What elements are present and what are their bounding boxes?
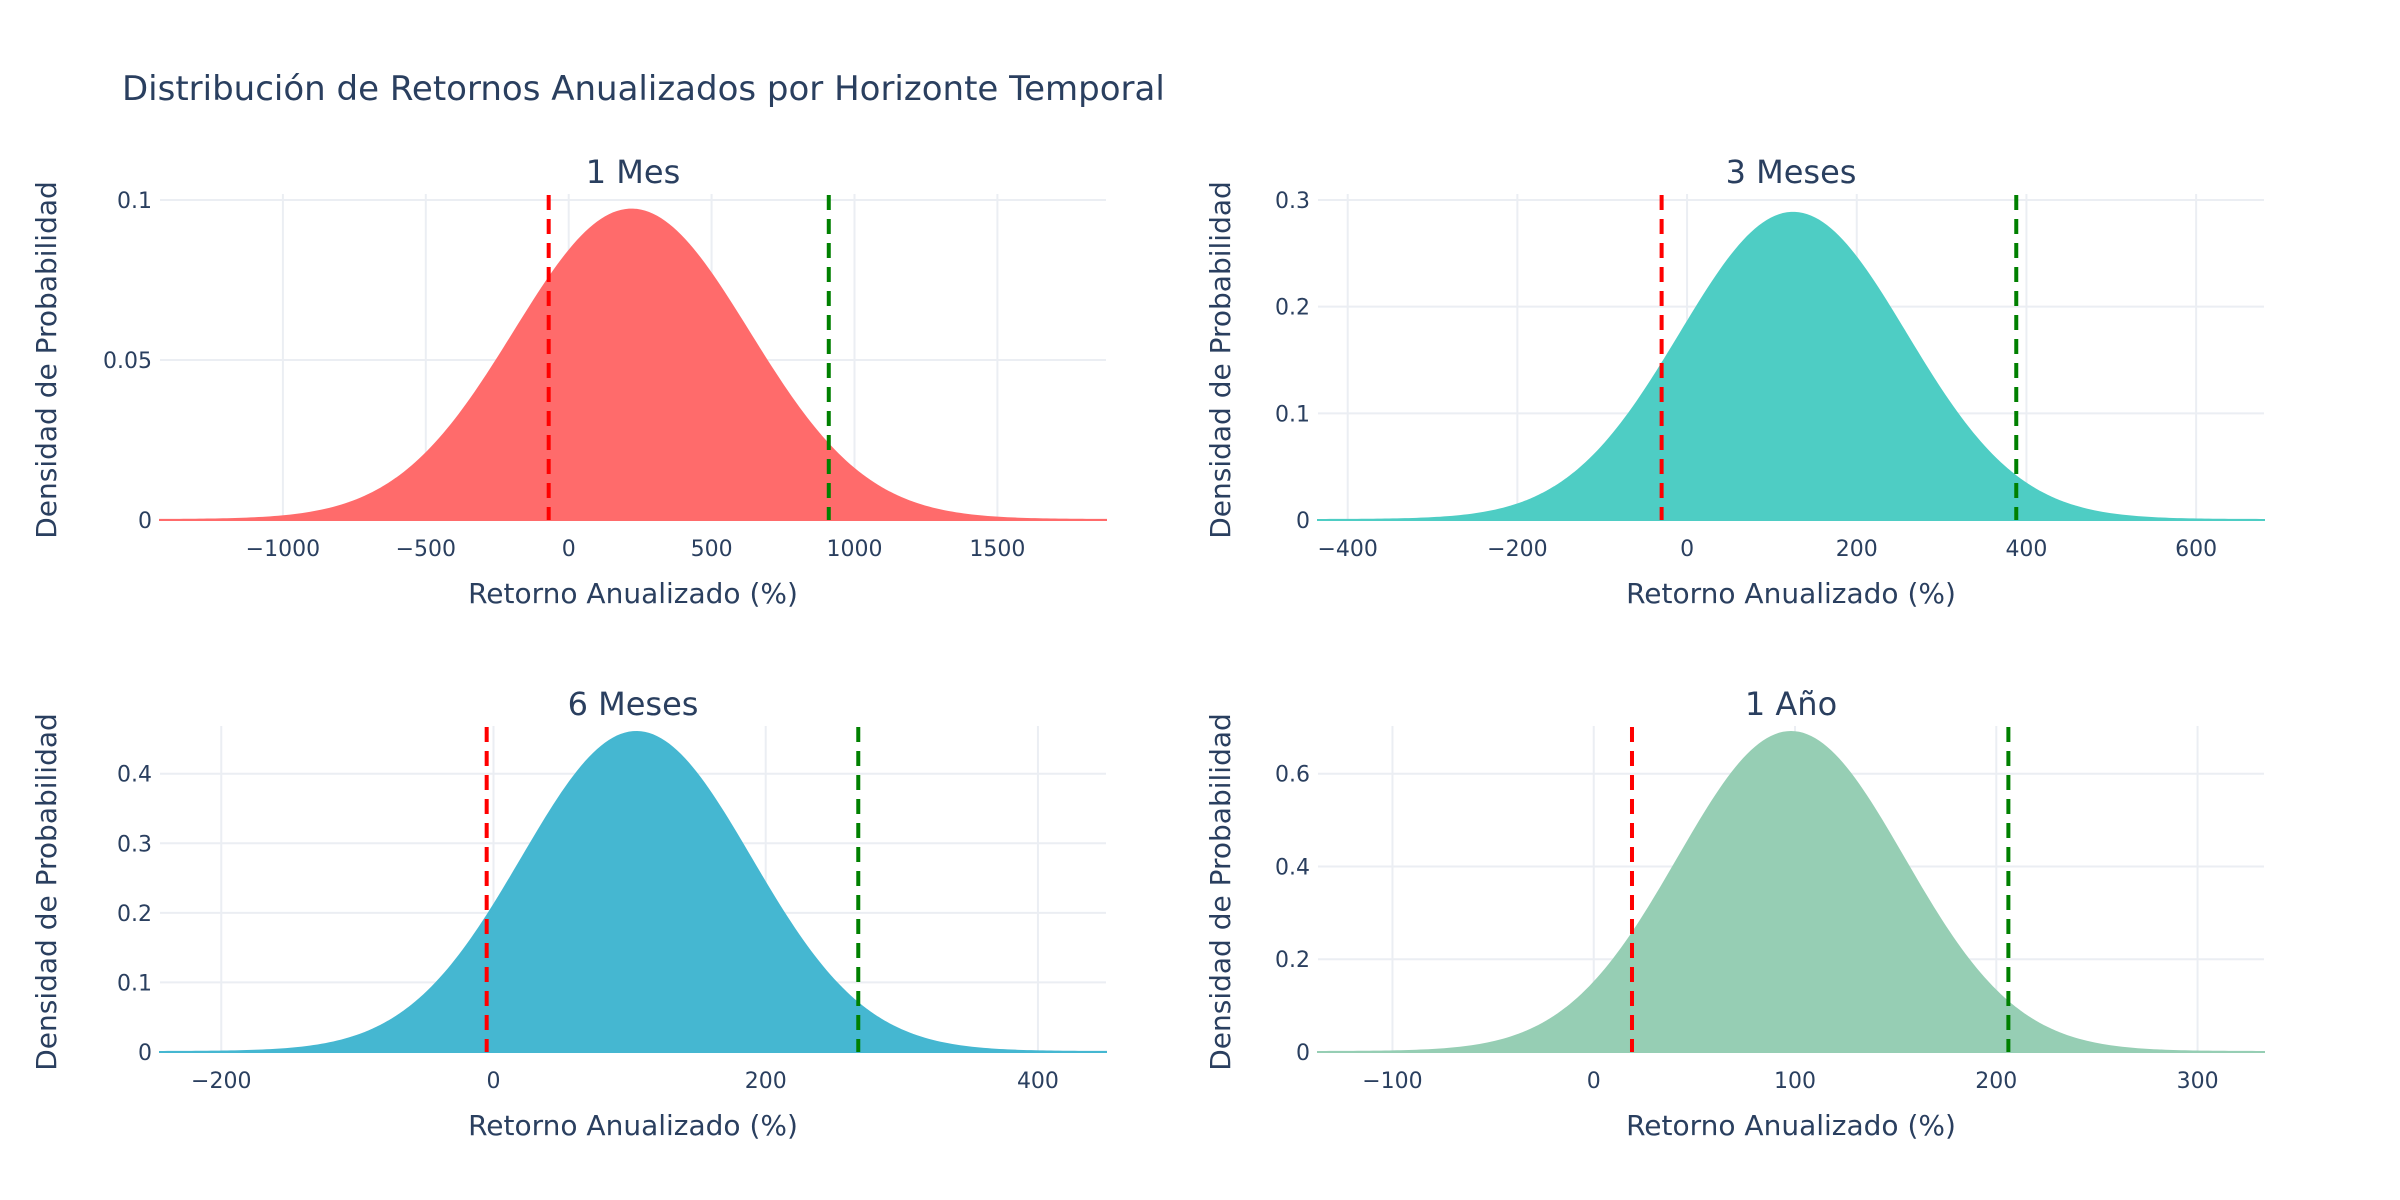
- y-tick-label: 0: [138, 509, 152, 534]
- y-axis-title: Densidad de Probabilidad: [30, 181, 63, 539]
- x-tick-label: 0: [562, 537, 576, 562]
- y-tick-label: 0.1: [117, 971, 152, 996]
- x-tick-label: −1000: [246, 537, 320, 562]
- subplot-title: 6 Meses: [568, 685, 699, 723]
- x-tick-label: −100: [1362, 1069, 1422, 1094]
- y-axis-title: Densidad de Probabilidad: [1204, 713, 1237, 1071]
- y-tick-label: 0.3: [117, 832, 152, 857]
- x-tick-label: −500: [396, 537, 456, 562]
- x-tick-label: 300: [2177, 1069, 2219, 1094]
- subplot-3: −200 0 200 400 0 0.1 0.2 0.3 0.4 6 Meses Retorno A…: [30, 685, 1107, 1142]
- x-tick-label: 500: [691, 537, 733, 562]
- x-tick-label: 100: [1774, 1069, 1816, 1094]
- x-tick-label: 0: [486, 1069, 500, 1094]
- x-axis-title: Retorno Anualizado (%): [1626, 1109, 1956, 1142]
- y-tick-label: 0.6: [1275, 763, 1310, 788]
- x-tick-label: 600: [2175, 537, 2217, 562]
- subplot-title: 3 Meses: [1726, 153, 1857, 191]
- y-tick-label: 0.2: [1275, 296, 1310, 321]
- x-tick-label: 200: [745, 1069, 787, 1094]
- y-axis-title: Densidad de Probabilidad: [1204, 181, 1237, 539]
- x-tick-label: 0: [1587, 1069, 1601, 1094]
- x-tick-label: −400: [1317, 537, 1377, 562]
- density-area: [1317, 211, 2265, 521]
- subplot-title: 1 Año: [1745, 685, 1837, 723]
- x-tick-label: 1000: [826, 537, 882, 562]
- y-tick-label: 0: [1296, 1041, 1310, 1066]
- x-axis-title: Retorno Anualizado (%): [468, 577, 798, 610]
- subplot-2: −400 −200 0 200 400 600 0 0.1 0.2 0.3 3 Meses Retor…: [1204, 153, 2265, 610]
- x-axis-title: Retorno Anualizado (%): [1626, 577, 1956, 610]
- x-tick-label: −200: [1487, 537, 1547, 562]
- x-tick-label: 400: [2005, 537, 2047, 562]
- y-tick-label: 0.4: [117, 763, 152, 788]
- density-area: [159, 730, 1107, 1053]
- x-tick-label: 1500: [969, 537, 1025, 562]
- y-tick-label: 0.3: [1275, 189, 1310, 214]
- y-tick-label: 0.1: [117, 189, 152, 214]
- density-area: [1317, 730, 2265, 1053]
- y-tick-label: 0.05: [103, 349, 152, 374]
- y-tick-label: 0: [1296, 509, 1310, 534]
- y-axis-title: Densidad de Probabilidad: [30, 713, 63, 1071]
- subplot-4: −100 0 100 200 300 0 0.2 0.4 0.6 1 Año Retorno Anu…: [1204, 685, 2265, 1142]
- x-tick-label: 200: [1836, 537, 1878, 562]
- x-tick-label: −200: [191, 1069, 251, 1094]
- density-area: [159, 208, 1107, 521]
- x-tick-label: 400: [1017, 1069, 1059, 1094]
- x-tick-label: 0: [1680, 537, 1694, 562]
- subplot-1: −1000 −500 0 500 1000 1500 0 0.05 0.1 1 Mes Retorn…: [30, 153, 1107, 610]
- y-tick-label: 0.2: [117, 902, 152, 927]
- y-tick-label: 0.2: [1275, 948, 1310, 973]
- y-tick-label: 0.1: [1275, 402, 1310, 427]
- y-tick-label: 0: [138, 1041, 152, 1066]
- y-tick-label: 0.4: [1275, 855, 1310, 880]
- main-title: Distribución de Retornos Anualizados por…: [122, 69, 1165, 109]
- x-axis-title: Retorno Anualizado (%): [468, 1109, 798, 1142]
- x-tick-label: 200: [1975, 1069, 2017, 1094]
- subplot-title: 1 Mes: [586, 153, 681, 191]
